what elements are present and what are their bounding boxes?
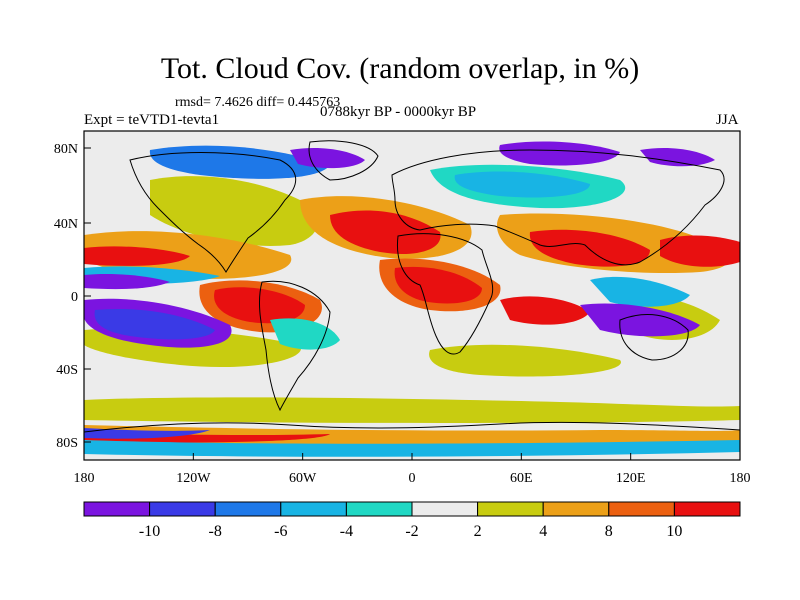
field-region	[150, 176, 319, 246]
field-region	[84, 273, 170, 290]
field-region	[660, 235, 740, 267]
legend-swatch	[411, 501, 479, 517]
legend-label: -10	[139, 523, 160, 540]
field-region	[270, 318, 340, 350]
legend-label: -4	[340, 523, 353, 540]
coastline-antarctica	[84, 421, 740, 433]
field-region	[529, 229, 650, 267]
field-region	[454, 171, 590, 198]
x-tick-label: 120E	[616, 471, 646, 486]
coastline-australia	[619, 314, 689, 361]
color-legend: -10 -8 -6 -4 -2 2 4 8 10	[83, 501, 741, 540]
period-label: 0788kyr BP - 0000kyr BP	[320, 104, 477, 120]
x-tick-label: 0	[409, 471, 416, 486]
legend-label: 8	[605, 523, 613, 540]
field-region	[84, 397, 740, 423]
field-region	[84, 428, 210, 439]
legend-swatch	[149, 501, 216, 517]
y-tick-label: 40N	[54, 217, 78, 232]
y-tick-label: 40S	[56, 363, 78, 378]
legend-label: 4	[539, 523, 547, 540]
x-tick-label: 180	[74, 471, 95, 486]
field-region	[590, 276, 690, 307]
legend-label: -8	[209, 523, 222, 540]
season-label: JJA	[716, 112, 739, 128]
field-region	[499, 141, 620, 166]
legend-swatch	[477, 501, 544, 517]
stats-readout: rmsd= 7.4626 diff= 0.445763	[175, 95, 341, 110]
x-tick-label: 180	[730, 471, 751, 486]
x-tick-label: 60E	[510, 471, 533, 486]
legend-swatch	[673, 501, 741, 517]
legend-swatch	[542, 501, 610, 517]
field-region	[429, 344, 621, 377]
x-axis: 180 120W 60W 0 60E 120E 180	[74, 453, 751, 486]
field-region	[84, 440, 740, 457]
experiment-label: Expt = teVTD1-tevta1	[84, 112, 220, 128]
y-tick-label: 80N	[54, 142, 78, 157]
field-region	[580, 303, 700, 337]
legend-label: -2	[405, 523, 418, 540]
coastline-europe-asia	[391, 149, 725, 266]
legend-swatch	[280, 501, 347, 517]
x-tick-label: 120W	[176, 471, 211, 486]
field-region	[149, 145, 330, 179]
x-tick-label: 60W	[289, 471, 317, 486]
legend-swatch	[608, 501, 675, 517]
field-region	[330, 210, 441, 254]
coastlines	[84, 140, 740, 433]
legend-swatch	[83, 501, 151, 517]
field-region	[84, 246, 190, 266]
legend-swatch	[214, 501, 282, 517]
legend-swatch	[345, 501, 413, 517]
field-region	[500, 296, 590, 325]
legend-label: -6	[274, 523, 287, 540]
y-tick-label: 0	[71, 290, 78, 305]
field-region	[94, 308, 215, 340]
coastline-north-america	[129, 152, 297, 273]
figure-title: Tot. Cloud Cov. (random overlap, in %)	[160, 52, 640, 85]
coastline-greenland	[308, 140, 379, 181]
coastline-south-america	[258, 280, 331, 412]
legend-label: 2	[474, 523, 482, 540]
legend-label: 10	[666, 523, 682, 540]
coastline-africa	[396, 233, 494, 355]
field-region	[640, 148, 715, 167]
field-region	[394, 266, 482, 304]
field-layer	[84, 131, 740, 460]
y-tick-label: 80S	[56, 436, 78, 451]
y-axis: 80N 40N 0 40S 80S	[54, 142, 91, 451]
